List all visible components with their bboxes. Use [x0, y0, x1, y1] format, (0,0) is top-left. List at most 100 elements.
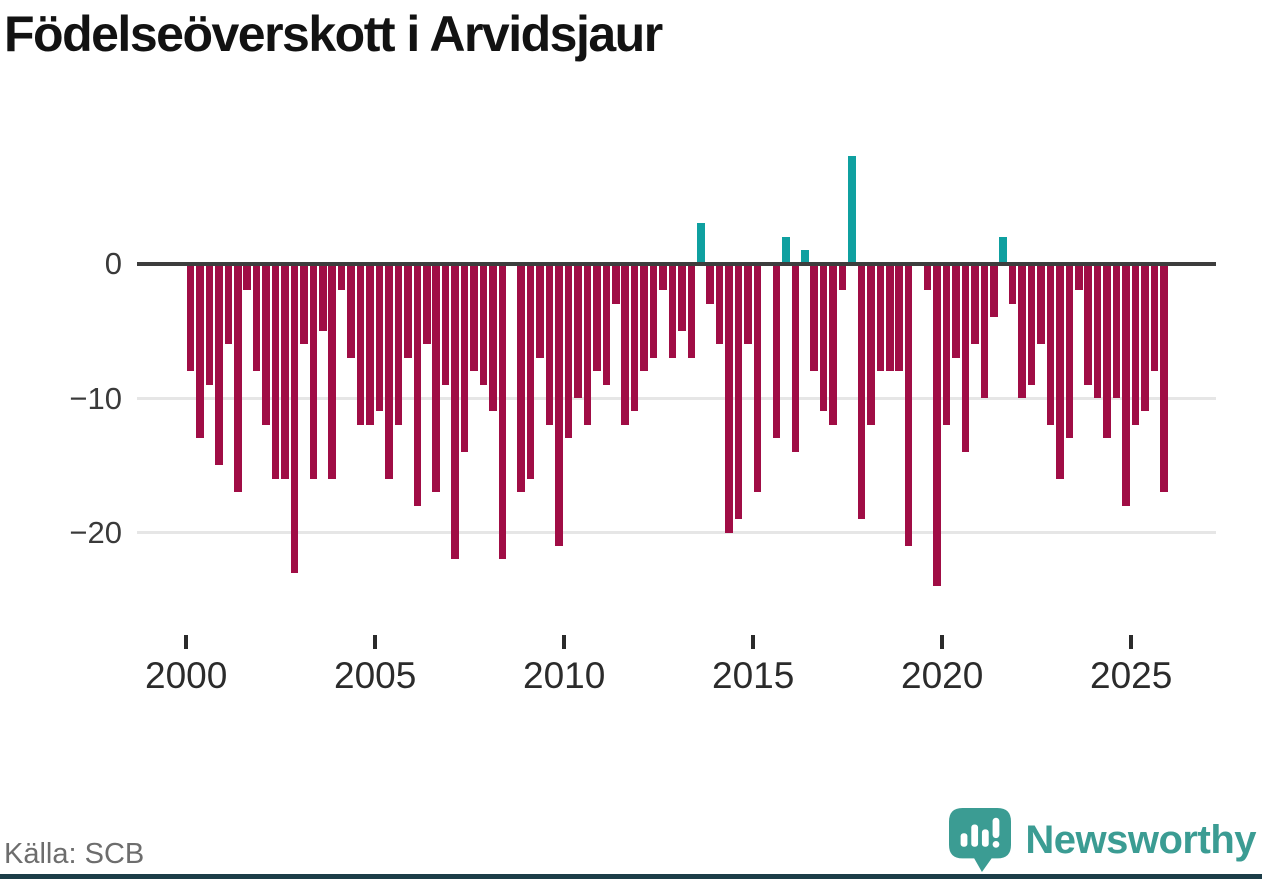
bar-2013-q3 — [697, 223, 705, 264]
bar-2019-q1 — [904, 263, 913, 546]
bar-2012-q2 — [649, 263, 658, 358]
bar-2016-q1 — [791, 263, 800, 452]
bar-2020-q4 — [971, 263, 979, 345]
bar-2025-q2 — [1141, 263, 1149, 412]
bar-2022-q3 — [1037, 263, 1045, 345]
bar-2021-q2 — [989, 263, 998, 318]
bar-2004-q1 — [337, 263, 346, 291]
bar-2002-q4 — [290, 263, 299, 573]
bar-2017-q4 — [857, 263, 866, 520]
speech-bubble-shape — [949, 808, 1012, 872]
bar-2019-q4 — [933, 263, 941, 587]
bar-2005-q2 — [385, 263, 393, 479]
x-tick-label-2010: 2010 — [523, 655, 606, 696]
bar-2004-q2 — [347, 263, 355, 358]
bar-2015-q3 — [772, 263, 781, 439]
x-tick-2005 — [373, 635, 378, 649]
zero-axis-line — [137, 261, 1216, 266]
bar-2006-q3 — [432, 263, 440, 493]
gridline--20 — [137, 531, 1216, 534]
bar-2003-q3 — [319, 263, 327, 331]
x-tick-label-2000: 2000 — [145, 655, 228, 696]
bar-2016-q4 — [819, 263, 828, 412]
bar-2010-q4 — [593, 263, 601, 372]
newsworthy-bubble-chart-icon — [949, 808, 1012, 872]
bar-2011-q2 — [611, 263, 620, 304]
bar-2006-q2 — [422, 263, 431, 345]
bar-2007-q1 — [451, 263, 459, 560]
bar-2010-q2 — [574, 263, 582, 398]
bar-2000-q4 — [215, 263, 223, 466]
bar-2024-q3 — [1112, 263, 1121, 398]
bar-2003-q1 — [300, 263, 308, 345]
bar-2017-q2 — [838, 263, 847, 291]
bar-2017-q3 — [848, 155, 856, 264]
bar-2021-q1 — [980, 263, 989, 398]
bar-2010-q1 — [564, 263, 573, 439]
bar-2007-q2 — [460, 263, 469, 452]
bar-2022-q2 — [1027, 263, 1036, 385]
bar-2015-q1 — [753, 263, 762, 493]
bar-2005-q3 — [394, 263, 403, 425]
bar-2024-q1 — [1093, 263, 1102, 398]
bar-2000-q1 — [186, 263, 195, 372]
gridline--10 — [137, 396, 1216, 400]
bar-2013-q2 — [687, 263, 696, 358]
bar-2012-q3 — [659, 263, 667, 291]
bar-2020-q1 — [942, 263, 951, 425]
bar-2020-q2 — [952, 263, 960, 358]
bar-2024-q4 — [1122, 263, 1130, 506]
x-tick-2020 — [940, 635, 945, 649]
bar-2023-q2 — [1065, 263, 1074, 439]
bar-2023-q3 — [1075, 263, 1083, 291]
bar-2013-q4 — [706, 263, 715, 304]
bar-2021-q4 — [1008, 263, 1017, 304]
bar-2002-q3 — [281, 263, 289, 479]
bar-2006-q1 — [413, 263, 422, 506]
bar-2011-q3 — [621, 263, 629, 425]
y-tick-label--10: −10 — [69, 380, 122, 416]
chart-title: Födelseöverskott i Arvidsjaur — [4, 6, 663, 62]
bottom-strip — [0, 874, 1262, 879]
x-tick-label-2025: 2025 — [1090, 655, 1173, 696]
bar-2001-q4 — [252, 263, 261, 372]
bar-2009-q4 — [555, 263, 563, 546]
bar-2018-q1 — [867, 263, 875, 425]
bar-2024-q2 — [1103, 263, 1111, 439]
bar-2025-q1 — [1131, 263, 1140, 425]
bar-2022-q1 — [1018, 263, 1026, 398]
bar-2004-q4 — [366, 263, 374, 425]
bar-2016-q2 — [800, 250, 809, 264]
bar-2005-q4 — [404, 263, 412, 358]
bar-2013-q1 — [678, 263, 686, 331]
bar-2011-q1 — [602, 263, 611, 385]
bar-2001-q2 — [233, 263, 242, 493]
newsworthy-logo: Newsworthy — [949, 808, 1256, 872]
bar-2019-q3 — [923, 263, 932, 291]
x-tick-2025 — [1129, 635, 1134, 649]
bar-2014-q3 — [734, 263, 743, 520]
bar-2018-q3 — [886, 263, 894, 372]
bar-2016-q3 — [810, 263, 818, 372]
y-tick-label-0: 0 — [104, 246, 122, 281]
bar-2008-q1 — [489, 263, 497, 412]
bar-2021-q3 — [999, 236, 1007, 264]
bar-2023-q4 — [1084, 263, 1093, 385]
bar-2001-q3 — [243, 263, 251, 291]
y-tick-label--20: −20 — [69, 515, 122, 550]
bar-2007-q4 — [479, 263, 488, 385]
x-tick-2010 — [562, 635, 567, 649]
x-tick-2015 — [751, 635, 756, 649]
bar-2009-q1 — [526, 263, 535, 479]
bar-2023-q1 — [1056, 263, 1064, 479]
bar-2018-q4 — [895, 263, 904, 372]
bar-2020-q3 — [961, 263, 970, 452]
x-tick-label-2020: 2020 — [901, 655, 984, 696]
bar-2014-q1 — [715, 263, 724, 345]
bar-2022-q4 — [1046, 263, 1055, 425]
bar-2009-q2 — [536, 263, 544, 358]
bar-2025-q3 — [1150, 263, 1159, 372]
bar-2025-q4 — [1160, 263, 1168, 493]
logo-wordmark: Newsworthy — [1025, 818, 1256, 862]
bar-2008-q2 — [498, 263, 507, 560]
